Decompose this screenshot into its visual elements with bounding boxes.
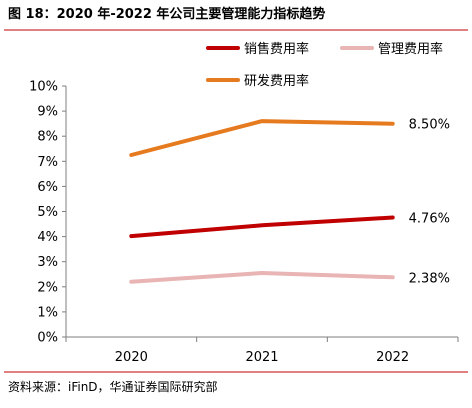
y-tick-label: 6% (37, 180, 58, 195)
source-note: 资料来源：iFinD，华通证券国际研究部 (8, 379, 218, 394)
y-tick-label: 2% (37, 280, 58, 295)
legend-label: 管理费用率 (378, 41, 443, 57)
y-tick-label: 8% (37, 130, 58, 145)
end-value-label: 8.50% (409, 118, 450, 133)
y-tick-label: 1% (37, 305, 58, 320)
legend-item: 研发费用率 (206, 73, 309, 89)
x-tick-label: 2022 (376, 350, 409, 365)
y-tick-label: 7% (37, 155, 58, 170)
series-line-2 (129, 271, 395, 284)
y-tick-label: 3% (37, 255, 58, 270)
x-tick-label: 2021 (245, 350, 278, 365)
y-axis: 0% 1% 2% 3% 4% 5% 6% 7% 8% 9% 10% (29, 80, 67, 346)
y-tick-label: 9% (37, 105, 58, 120)
y-tick-label: 0% (37, 331, 58, 346)
data-labels: 4.76% 2.38% 8.50% (409, 118, 450, 287)
end-value-label: 4.76% (409, 212, 450, 227)
legend-item: 管理费用率 (340, 41, 443, 57)
x-tick-label: 2020 (115, 350, 148, 365)
x-axis: 2020 2021 2022 (65, 336, 459, 365)
series-line-1 (129, 215, 395, 239)
series-line-3 (129, 119, 395, 157)
series-layer (129, 119, 395, 284)
y-tick-label: 5% (37, 205, 58, 220)
legend-label: 研发费用率 (244, 73, 309, 89)
y-tick-label: 4% (37, 230, 58, 245)
legend-item: 销售费用率 (206, 41, 309, 57)
y-tick-label: 10% (29, 80, 58, 95)
end-value-label: 2.38% (409, 271, 450, 286)
chart-title: 图 18：2020 年-2022 年公司主要管理能力指标趋势 (8, 6, 325, 22)
legend-label: 销售费用率 (244, 41, 309, 57)
